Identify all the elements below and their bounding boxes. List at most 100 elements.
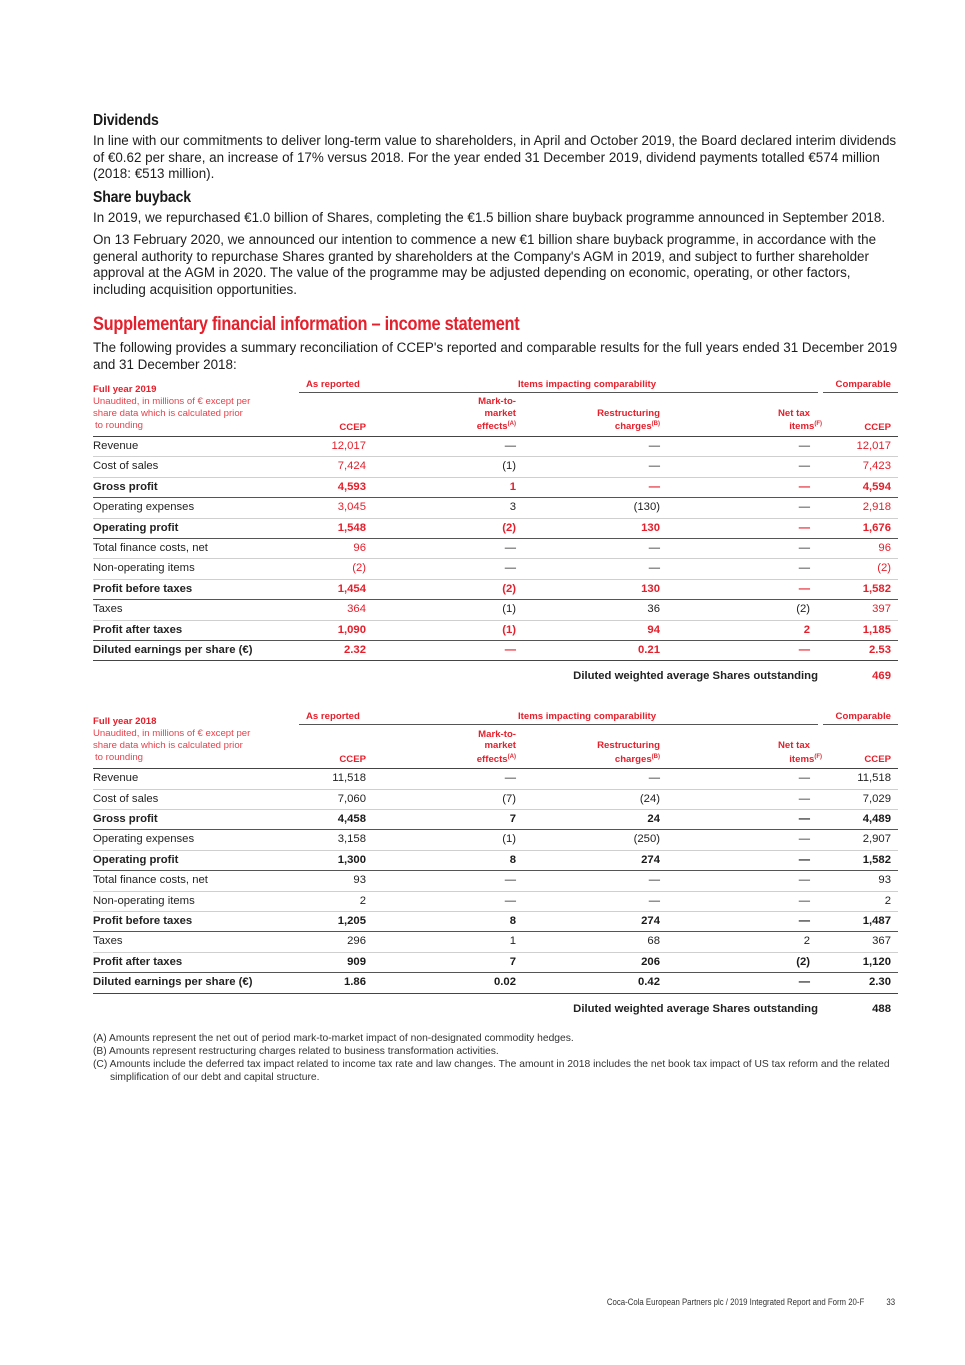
comparable-value: 397: [872, 603, 891, 616]
restructuring-value: 0.21: [638, 643, 660, 656]
diluted-weighted-value: 488: [872, 1002, 891, 1015]
diluted-weighted-label: Diluted weighted average Shares outstand…: [573, 1002, 818, 1015]
mtm-value: —: [504, 894, 516, 907]
mtm-value: (1): [502, 833, 516, 846]
comparable-value: 93: [878, 874, 891, 887]
reported-value: 4,458: [337, 813, 366, 826]
table-row: Operating profit 1,548 (2) 130 — 1,676: [93, 519, 898, 539]
unaudited-line-3: to rounding: [95, 752, 144, 764]
table-2019: Full year 2019 Unaudited, in millions of…: [93, 379, 898, 691]
mtm-value: 1: [509, 480, 516, 493]
table-body: Revenue 11,518 — — — 11,518 Cost of sales 7,060…: [93, 769, 898, 994]
row-label: Operating expenses: [93, 501, 195, 514]
row-label: Taxes: [93, 935, 123, 948]
mtm-value: 0.02: [494, 976, 516, 989]
net-tax-value: —: [798, 643, 810, 656]
supplementary-heading: Supplementary financial information – in…: [93, 314, 520, 335]
net-tax-value: —: [798, 541, 810, 554]
reported-value: 1,090: [337, 623, 366, 636]
table-body: Revenue 12,017 — — — 12,017 Cost of sales 7,424…: [93, 437, 898, 662]
col-net-tax: Net tax items(F): [778, 740, 822, 765]
table-header: Full year 2019 Unaudited, in millions of…: [93, 379, 898, 437]
footnote-b: (B) Amounts represent restructuring char…: [93, 1045, 499, 1057]
restructuring-value: —: [648, 440, 660, 452]
tax-footnote-ref: (F): [814, 421, 822, 428]
mtm-value: —: [504, 772, 516, 785]
group-divider: [823, 724, 898, 726]
mtm-line-1: Mark-to-: [478, 728, 516, 740]
row-label: Profit before taxes: [93, 915, 193, 928]
col-ccep-reported: CCEP: [339, 753, 366, 765]
mtm-value: 7: [509, 813, 516, 826]
tax-line-2: items: [789, 421, 815, 433]
buyback-heading: Share buyback: [93, 188, 191, 206]
mtm-value: (2): [502, 582, 516, 595]
comparable-value: 12,017: [856, 440, 891, 452]
group-divider: [299, 724, 379, 726]
header-rule: [93, 436, 898, 437]
mtm-value: 3: [509, 501, 516, 514]
restr-footnote-ref: (B): [651, 421, 660, 428]
row-label: Non-operating items: [93, 894, 195, 907]
net-tax-value: —: [798, 480, 810, 493]
row-label: Total finance costs, net: [93, 874, 208, 887]
restructuring-value: 130: [641, 582, 660, 595]
supplementary-intro: The following provides a summary reconci…: [93, 340, 898, 372]
page-footer: Coca-Cola European Partners plc / 2019 I…: [607, 1297, 895, 1307]
table-row: Taxes 296 1 68 2 367: [93, 932, 898, 953]
table-row: Non-operating items (2) — — — (2): [93, 559, 898, 580]
mtm-line-3: effects: [476, 753, 508, 765]
reported-value: (2): [352, 562, 366, 575]
items-impacting-label: Items impacting comparability: [518, 379, 657, 390]
comparable-value: 4,594: [862, 480, 891, 493]
comparable-value: 2.30: [869, 976, 891, 989]
table-row: Gross profit 4,458 7 24 — 4,489: [93, 810, 898, 831]
mtm-value: (7): [502, 792, 516, 805]
comparable-value: 1,487: [862, 915, 891, 928]
row-label: Revenue: [93, 440, 139, 452]
comparable-value: 7,029: [862, 792, 891, 805]
row-label: Cost of sales: [93, 460, 159, 473]
reported-value: 96: [353, 541, 366, 554]
table-row: Operating profit 1,300 8 274 — 1,582: [93, 851, 898, 872]
reported-value: 364: [347, 603, 366, 616]
reported-value: 12,017: [331, 440, 366, 452]
row-label: Revenue: [93, 772, 139, 785]
tax-line-1: Net tax: [778, 407, 810, 419]
restructuring-value: (130): [633, 501, 660, 514]
comparable-label: Comparable: [835, 379, 891, 390]
as-reported-label: As reported: [306, 379, 360, 390]
table-row: Profit after taxes 909 7 206 (2) 1,120: [93, 953, 898, 974]
restructuring-value: 274: [641, 915, 660, 928]
comparable-value: 7,423: [862, 460, 891, 473]
tax-line-1: Net tax: [778, 740, 810, 752]
net-tax-value: —: [798, 853, 810, 866]
reported-value: 11,518: [332, 772, 366, 785]
net-tax-value: —: [798, 562, 810, 575]
unaudited-line-2: share data which is calculated prior: [93, 740, 243, 752]
net-tax-value: —: [798, 501, 810, 514]
reported-value: 909: [347, 955, 366, 968]
as-reported-label: As reported: [306, 711, 360, 723]
page-number: 33: [886, 1297, 895, 1307]
table-row: Revenue 12,017 — — — 12,017: [93, 437, 898, 458]
net-tax-value: —: [798, 833, 810, 846]
reported-value: 3,045: [337, 501, 366, 514]
restructuring-value: —: [648, 894, 660, 907]
table-row: Non-operating items 2 — — — 2: [93, 892, 898, 913]
restructuring-value: 94: [647, 623, 660, 636]
mtm-line-1: Mark-to-: [478, 396, 516, 408]
reported-value: 7,424: [337, 460, 366, 473]
restructuring-value: 0.42: [638, 976, 660, 989]
net-tax-value: —: [798, 772, 810, 785]
row-label: Gross profit: [93, 480, 158, 493]
table-row: Operating expenses 3,158 (1) (250) — 2,907: [93, 830, 898, 851]
comparable-value: 2.53: [869, 643, 891, 656]
net-tax-value: (2): [796, 955, 810, 968]
net-tax-value: —: [798, 976, 810, 989]
reported-value: 1.86: [344, 976, 366, 989]
table-title: Full year 2019: [93, 384, 157, 395]
mtm-value: (1): [502, 460, 516, 473]
net-tax-value: —: [798, 894, 810, 907]
mtm-value: 1: [509, 935, 516, 948]
